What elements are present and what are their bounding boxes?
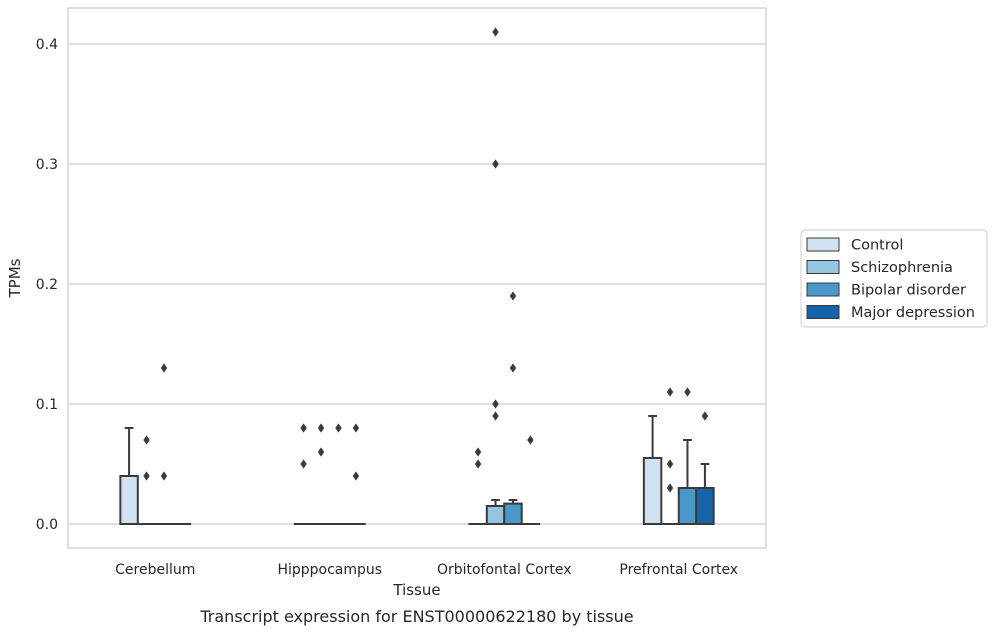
y-tick-label: 0.3 [36,157,58,173]
legend-item: Major depression [806,305,975,321]
box-plot [328,423,349,526]
legend-frame [800,229,988,328]
box-plot [346,423,366,526]
y-tick-labels: 0.0 0.1 0.2 0.3 0.4 [36,37,58,533]
outlier-point [335,423,342,433]
box [503,502,523,526]
y-tick-label: 0.0 [36,517,58,533]
outlier-point [300,423,307,433]
outlier-point [352,423,360,433]
grid-lines [68,43,766,525]
box-plots [119,27,715,526]
legend: Control Schizophrenia Bipolar disorder Majo… [800,229,988,328]
box-plot [154,363,174,526]
x-tick-label: Orbitofontal Cortex [437,562,572,578]
box [119,475,139,525]
outlier-point [474,447,482,457]
outlier-point [527,435,534,445]
legend-label: Major depression [851,305,975,321]
outlier-point [492,159,499,169]
outlier-point [492,27,499,37]
plot-frame [67,7,767,549]
outlier-point [300,459,307,469]
outlier-point [701,411,709,421]
outlier-point [666,459,674,469]
box-plot [695,411,715,525]
legend-item: Bipolar disorder [806,282,966,299]
outlier-point [474,459,482,469]
outlier-point [509,363,517,373]
outlier-point [352,471,360,481]
legend-label: Schizophrenia [851,260,953,276]
box-plot [677,387,698,525]
legend-item: Schizophrenia [806,260,953,276]
x-axis-label: Tissue [392,581,440,599]
box-plot [642,415,663,525]
x-tick-labels: Cerebellum Hipppocampus Orbitofontal Corte… [115,562,738,578]
outlier-point [143,435,150,445]
outlier-point [160,363,168,373]
legend-label: Bipolar disorder [851,283,966,299]
outlier-point [666,387,674,397]
outlier-point [684,387,691,397]
box-plot [520,435,541,526]
y-tick-label: 0.1 [36,397,58,413]
outlier-point [317,447,325,457]
box-plot [485,27,506,525]
box-plot [136,435,157,526]
y-tick-label: 0.4 [36,37,58,53]
box-plot [293,423,314,526]
outlier-point [143,471,150,481]
legend-swatch [806,305,840,319]
box-plot [468,447,488,526]
x-tick-label: Hipppocampus [277,562,382,578]
outlier-point [492,411,499,421]
outlier-point [160,471,168,481]
box-plot [119,427,139,525]
box-plot [503,291,523,526]
box [485,505,506,525]
outlier-point [509,291,517,301]
legend-swatch [806,282,840,297]
outlier-point [666,483,674,493]
legend-label: Control [851,238,903,254]
box [642,457,663,525]
box [695,487,715,525]
box [677,487,698,525]
box-plot [311,423,331,526]
y-tick-label: 0.2 [36,277,58,293]
y-axis-label: TPMs [6,258,24,298]
x-tick-label: Cerebellum [115,562,195,578]
legend-swatch [806,237,840,252]
outlier-point [492,399,499,409]
legend-item: Control [806,237,903,254]
legend-swatch [806,260,840,274]
box-plot [660,387,680,526]
x-tick-label: Prefrontal Cortex [619,562,738,578]
chart-caption: Transcript expression for ENST0000062218… [199,607,633,626]
outlier-point [317,423,325,433]
